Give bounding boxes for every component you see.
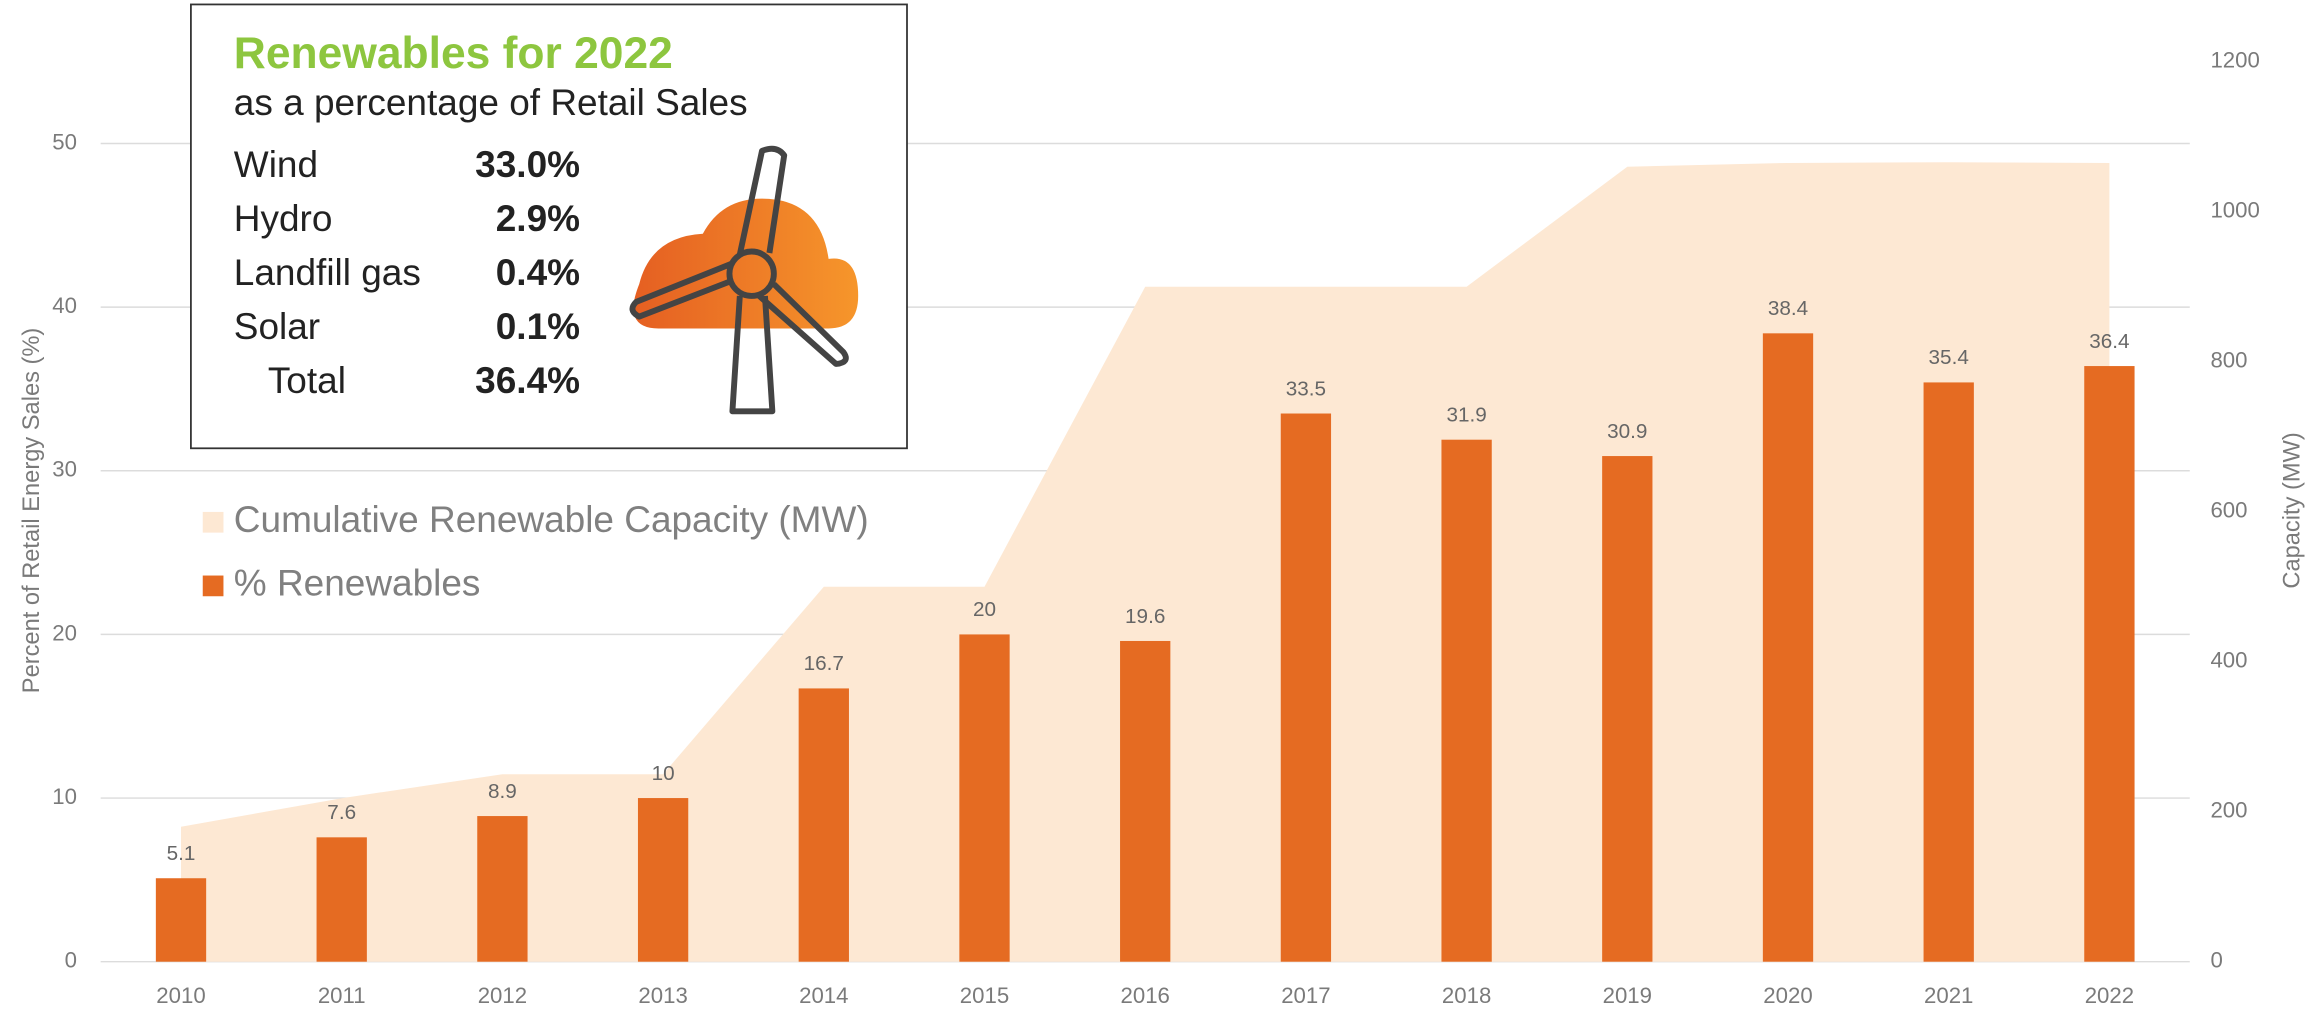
x-tick-label: 2016 [1121,983,1170,1008]
value-label: 10 [652,762,675,785]
x-tick-label: 2010 [156,983,205,1008]
inset-row-value: 33.0% [475,144,580,185]
x-tick-label: 2017 [1281,983,1330,1008]
y-tick-label: 0 [65,948,77,973]
legend-label: % Renewables [234,563,481,604]
inset-subtitle: as a percentage of Retail Sales [234,82,748,123]
y2-tick-label: 1000 [2210,198,2259,223]
y2-tick-label: 400 [2210,648,2247,673]
x-tick-label: 2012 [478,983,527,1008]
y2-tick-label: 0 [2210,948,2222,973]
inset-title: Renewables for 2022 [234,29,673,78]
value-label: 16.7 [804,652,844,675]
bar [637,798,689,962]
y2-axis-label: Capacity (MW) [2280,432,2306,588]
inset-row-value: 0.4% [496,252,580,293]
y-tick-label: 10 [52,784,77,809]
value-label: 19.6 [1125,605,1165,628]
inset-row-label: Landfill gas [234,252,421,293]
value-label: 35.4 [1929,346,1969,369]
inset-row-value: 36.4% [475,360,580,401]
bar [477,816,528,962]
y-tick-label: 50 [52,129,77,154]
y-tick-label: 40 [52,293,77,318]
bar [1280,413,1332,962]
y2-tick-label: 800 [2210,348,2247,373]
inset-row-label: Total [268,360,346,401]
inset-rows: Wind 33.0% Hydro 2.9% Landfill gas 0.4% Solar 0… [234,144,580,401]
bar [2084,366,2135,962]
inset-row-value: 0.1% [496,306,580,347]
bar [798,688,849,962]
turbine-icon [629,145,859,415]
y2-tick-label: 1200 [2210,48,2259,73]
x-tick-label: 2014 [799,983,848,1008]
x-tick-label: 2011 [318,983,366,1008]
bar [959,634,1010,962]
value-label: 31.9 [1446,403,1486,426]
legend: Cumulative Renewable Capacity (MW) % Rene… [202,499,869,604]
value-label: 5.1 [167,842,196,865]
y-tick-label: 20 [52,620,77,645]
x-tick-label: 2018 [1442,983,1491,1008]
label-layer: 2010 2011 2012 2013 2014 2015 2016 2017 2018 2019… [156,297,2134,1008]
value-label: 7.6 [327,801,356,824]
bar-layer [155,333,2135,962]
x-tick-label: 2019 [1603,983,1652,1008]
bar [1120,640,1171,962]
inset-row-label: Wind [234,144,318,185]
x-tick-label: 2022 [2085,983,2134,1008]
value-label: 30.9 [1607,420,1647,443]
value-label: 8.9 [488,780,517,803]
x-tick-label: 2020 [1763,983,1812,1008]
bar [1441,439,1492,962]
y-tick-label: 30 [52,457,77,482]
y2-tick-label: 600 [2210,498,2247,523]
bar [1762,333,1814,962]
legend-swatch [202,575,224,597]
bar [1923,382,1974,962]
inset-row-label: Hydro [234,198,333,239]
legend-swatch [202,511,224,533]
bar [316,837,367,962]
bar [1602,456,1653,962]
y2-tick-label: 200 [2210,798,2247,823]
value-label: 38.4 [1768,297,1808,320]
legend-label: Cumulative Renewable Capacity (MW) [234,499,869,540]
x-tick-label: 2015 [960,983,1009,1008]
value-label: 20 [973,598,996,621]
y-axis-label: Percent of Retail Energy Sales (%) [19,328,45,694]
x-tick-label: 2013 [638,983,687,1008]
bar [155,878,207,962]
x-tick-label: 2021 [1924,983,1973,1008]
value-label: 33.5 [1286,377,1326,400]
value-label: 36.4 [2089,330,2129,353]
inset-row-label: Solar [234,306,320,347]
inset-row-value: 2.9% [496,198,580,239]
